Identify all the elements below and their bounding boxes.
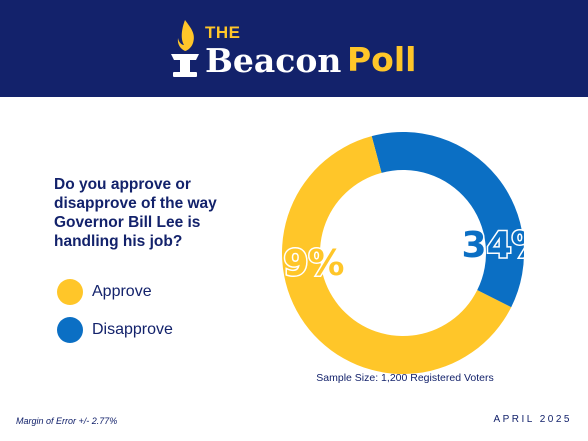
header-banner: THE Beacon Poll: [0, 0, 588, 97]
donut-slice-approve: [282, 136, 512, 374]
legend-swatch-approve: [57, 279, 83, 305]
logo-the-text: THE: [205, 23, 241, 42]
poll-question: Do you approve or disapprove of the way …: [54, 176, 217, 250]
beacon-poll-logo: THE Beacon Poll: [167, 16, 427, 82]
margin-of-error-note: Margin of Error +/- 2.77%: [16, 416, 118, 426]
donut-slice-disapprove: [371, 132, 524, 308]
legend-label-approve: Approve: [92, 283, 152, 300]
torch-icon: [171, 20, 199, 77]
data-label-approve: 59%: [282, 243, 344, 284]
data-label-disapprove: 34%: [462, 225, 524, 266]
legend-swatch-disapprove: [57, 317, 83, 343]
legend-label-disapprove: Disapprove: [92, 321, 173, 338]
logo-poll-text: Poll: [347, 40, 417, 79]
legend-item-disapprove: Disapprove: [57, 315, 173, 345]
poll-date: APRIL 2025: [493, 414, 572, 425]
logo-beacon-text: Beacon: [205, 41, 342, 80]
sample-size-note: Sample Size: 1,200 Registered Voters: [316, 372, 494, 384]
donut-chart: 59% 34%: [282, 132, 524, 374]
legend-item-approve: Approve: [57, 277, 152, 307]
